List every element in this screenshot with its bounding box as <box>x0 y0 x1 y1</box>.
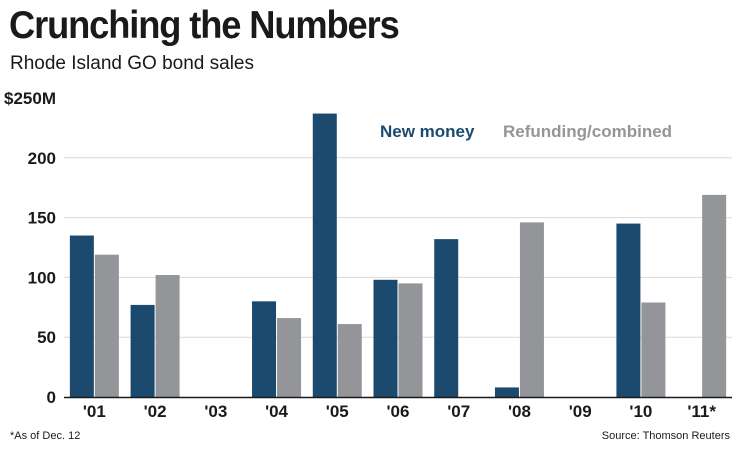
y-tick-label: $250M <box>4 89 56 108</box>
bar-new-money <box>494 387 519 397</box>
bars <box>69 113 727 397</box>
x-tick-label: '03 <box>204 402 227 421</box>
bar-refunding <box>277 318 302 397</box>
chart-title: Crunching the Numbers <box>9 4 400 47</box>
bar-refunding <box>94 254 119 397</box>
legend-refunding: Refunding/combined <box>503 122 672 141</box>
bar-new-money <box>130 304 155 397</box>
chart-subtitle: Rhode Island GO bond sales <box>10 53 254 74</box>
x-tick-label: '06 <box>387 402 410 421</box>
y-tick-label: 150 <box>28 209 56 228</box>
legend-new-money: New money <box>380 122 475 141</box>
bar-new-money <box>312 113 337 397</box>
bar-new-money <box>616 223 641 397</box>
bar-refunding <box>155 275 180 397</box>
x-tick-label: '11* <box>687 402 716 421</box>
bar-new-money <box>373 279 398 397</box>
source-note: Source: Thomson Reuters <box>601 430 730 442</box>
x-tick-label: '02 <box>144 402 167 421</box>
x-axis-ticks: '01 '02 '03 '04 '05 '06 '07 '08 '09 '10 '11* <box>83 402 716 421</box>
bar-new-money <box>434 239 459 397</box>
x-tick-label: '09 <box>569 402 592 421</box>
x-tick-label: '10 <box>629 402 652 421</box>
y-tick-label: 0 <box>47 388 56 407</box>
y-axis-ticks: 0 50 100 150 200 $250M <box>4 89 56 407</box>
y-tick-label: 50 <box>37 328 56 347</box>
x-tick-label: '04 <box>265 402 288 421</box>
x-tick-label: '07 <box>447 402 470 421</box>
x-tick-label: '05 <box>326 402 349 421</box>
y-tick-label: 200 <box>28 149 56 168</box>
bar-new-money <box>252 301 277 397</box>
bar-refunding <box>398 283 423 397</box>
bar-refunding <box>519 222 544 397</box>
bar-refunding <box>702 194 727 397</box>
x-tick-label: '08 <box>508 402 531 421</box>
bar-refunding <box>337 324 362 397</box>
footnote: *As of Dec. 12 <box>10 430 81 442</box>
legend: New money Refunding/combined <box>380 122 672 141</box>
x-tick-label: '01 <box>83 402 106 421</box>
bar-refunding <box>641 302 666 397</box>
y-tick-label: 100 <box>28 268 56 287</box>
bar-new-money <box>69 235 94 397</box>
